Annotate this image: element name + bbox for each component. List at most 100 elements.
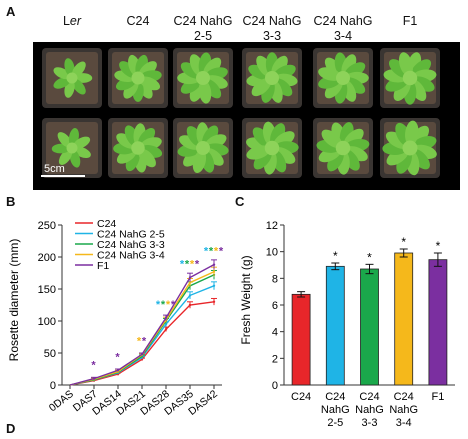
significance-star: * bbox=[204, 246, 209, 258]
bar bbox=[291, 293, 311, 386]
bar bbox=[428, 259, 448, 386]
column-header-nahg-3-3: C24 NahG 3-3 bbox=[242, 14, 301, 44]
leaf bbox=[344, 77, 366, 94]
leaf bbox=[71, 78, 86, 95]
panel-label-a: A bbox=[6, 4, 16, 19]
leaf bbox=[273, 147, 296, 164]
x-tick-label: NahG bbox=[355, 404, 384, 416]
plant-photo-graphic: 5cm bbox=[41, 48, 440, 178]
y-tick-label: 150 bbox=[38, 284, 56, 296]
y-tick-label: 8 bbox=[272, 273, 278, 285]
significance-star: * bbox=[209, 246, 214, 258]
y-tick-label: 50 bbox=[44, 348, 56, 360]
leaf bbox=[192, 150, 207, 174]
leaf bbox=[321, 129, 343, 148]
data-point bbox=[212, 300, 216, 303]
leaf bbox=[271, 55, 288, 77]
significance-star: * bbox=[333, 249, 338, 263]
y-tick-label: 10 bbox=[266, 247, 278, 259]
data-point bbox=[116, 369, 120, 372]
data-point bbox=[188, 303, 192, 307]
significance-star: * bbox=[142, 335, 147, 347]
rosette-center bbox=[265, 71, 279, 85]
rosette-center bbox=[196, 141, 210, 155]
data-point bbox=[212, 263, 216, 266]
column-header-line2: Ler bbox=[62, 14, 82, 28]
legend-label: C24 NahG 3-4 bbox=[97, 250, 165, 262]
significance-star: * bbox=[219, 246, 224, 258]
legend-label: C24 NahG 2-5 bbox=[97, 229, 165, 241]
leaf bbox=[58, 148, 73, 165]
significance-star: * bbox=[137, 335, 142, 347]
column-header-c24: C24 bbox=[127, 14, 150, 29]
column-header-nahg-2-5: C24 NahG 2-5 bbox=[173, 14, 232, 44]
x-tick-label: 3-3 bbox=[362, 417, 378, 429]
x-tick-label: C24 bbox=[325, 391, 345, 403]
leaf bbox=[198, 80, 212, 104]
panel-label-d: D bbox=[6, 421, 16, 436]
legend-label: C24 bbox=[97, 218, 116, 230]
x-tick-label: C24 bbox=[359, 391, 379, 403]
significance-star: * bbox=[214, 246, 219, 258]
x-tick-label: NahG bbox=[389, 404, 418, 416]
legend-label: F1 bbox=[97, 260, 109, 272]
data-point bbox=[164, 323, 168, 326]
column-header-line2: C24 bbox=[126, 14, 150, 28]
y-tick-label: 200 bbox=[38, 252, 56, 264]
leaf bbox=[123, 79, 139, 99]
rosette-center bbox=[336, 71, 350, 85]
data-point bbox=[140, 358, 144, 361]
leaf bbox=[398, 52, 413, 76]
leaf bbox=[139, 76, 161, 91]
x-tick-label: NahG bbox=[321, 404, 350, 416]
leaf bbox=[318, 67, 341, 81]
y-axis-label: Fresh Weight (g) bbox=[239, 255, 253, 344]
leaf bbox=[73, 136, 91, 149]
panel-label-c: C bbox=[235, 194, 245, 209]
significance-star: * bbox=[171, 299, 176, 311]
y-axis-label: Rosette diameter (mm) bbox=[7, 239, 21, 362]
leaf bbox=[202, 125, 219, 147]
y-tick-label: 6 bbox=[272, 300, 278, 312]
rosette-center bbox=[402, 70, 418, 86]
significance-star: * bbox=[190, 258, 195, 270]
significance-star: * bbox=[185, 258, 190, 270]
leaf bbox=[71, 61, 86, 78]
significance-star: * bbox=[115, 351, 120, 363]
column-header-line2: 3-4 bbox=[333, 29, 353, 43]
y-tick-label: 250 bbox=[38, 220, 56, 232]
y-tick-label: 100 bbox=[38, 316, 56, 328]
x-tick-label: F1 bbox=[431, 391, 444, 403]
data-point bbox=[188, 294, 192, 297]
column-header-line2: 3-3 bbox=[262, 29, 282, 43]
significance-star: * bbox=[436, 239, 441, 253]
bar bbox=[394, 252, 414, 386]
column-header-nahg-3-4: C24 NahG 3-4 bbox=[313, 14, 372, 44]
leaf bbox=[57, 132, 72, 148]
significance-star: * bbox=[180, 258, 185, 270]
scale-bar-label: 5cm bbox=[44, 163, 65, 175]
significance-star: * bbox=[367, 250, 372, 264]
plant-pots bbox=[42, 48, 440, 178]
y-tick-label: 0 bbox=[272, 380, 278, 392]
significance-star: * bbox=[166, 299, 171, 311]
y-tick-label: 4 bbox=[272, 327, 278, 339]
data-point bbox=[164, 316, 168, 319]
y-tick-label: 0 bbox=[50, 380, 56, 392]
y-tick-label: 2 bbox=[272, 353, 278, 365]
significance-star: * bbox=[195, 258, 200, 270]
rosette-center bbox=[131, 71, 145, 85]
data-point bbox=[140, 353, 144, 356]
significance-star: * bbox=[156, 299, 161, 311]
bar bbox=[325, 265, 345, 386]
rosette-center bbox=[66, 72, 78, 84]
data-point bbox=[164, 328, 168, 331]
leaf bbox=[138, 148, 156, 168]
leaf bbox=[385, 131, 409, 149]
bar-chart-plot: 024681012C24*C24NahG2-5*C24NahG3-3*C24Na… bbox=[266, 220, 455, 429]
significance-star: * bbox=[401, 235, 406, 249]
leaf bbox=[180, 62, 202, 79]
leaf bbox=[251, 78, 272, 97]
column-header-f1: F1 bbox=[403, 14, 418, 29]
column-header-line2: 2-5 bbox=[193, 29, 213, 43]
